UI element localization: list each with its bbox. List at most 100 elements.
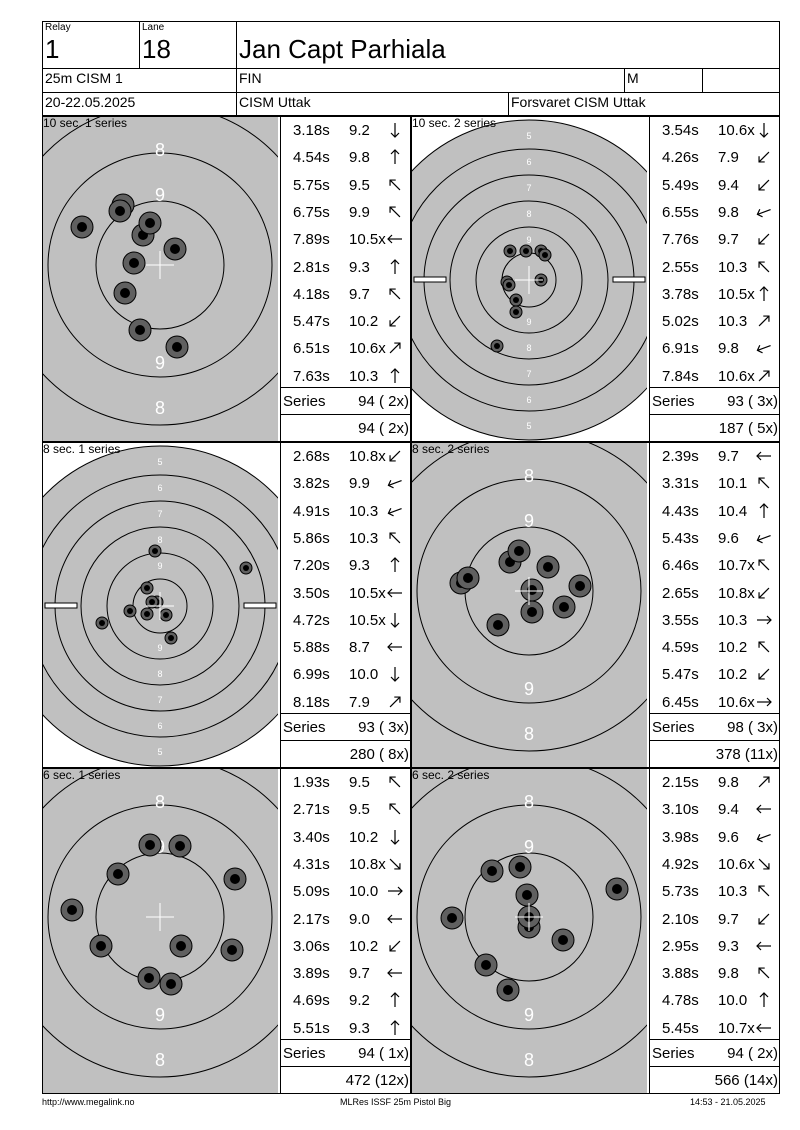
shot-hit	[140, 607, 154, 621]
shot-row: 3.40s 10.2	[281, 824, 411, 851]
direction-arrow-icon	[758, 179, 770, 191]
ring-number: 7	[157, 509, 162, 519]
shot-time: 5.09s	[293, 883, 330, 901]
target-svg: 5 6 7 8 9 9 8 7 6 5	[412, 117, 647, 441]
shot-score: 10.4	[718, 502, 748, 520]
running-total: 566 (14x)	[650, 1066, 780, 1093]
shot-row: 2.71s 9.5	[281, 796, 411, 823]
direction-arrow-icon	[389, 450, 401, 462]
shot-row: 3.88s 9.8	[650, 960, 780, 987]
shot-score: 10.2	[349, 828, 379, 846]
direction-arrow-icon	[758, 370, 770, 382]
direction-arrow-icon	[759, 502, 769, 518]
direction-arrow-icon	[389, 179, 401, 190]
series-title: 10 sec. 1 series	[43, 117, 128, 130]
direction-arrow-icon	[756, 941, 771, 951]
shot-row: 6.51s 10.6x	[281, 335, 411, 362]
shot-time: 2.17s	[293, 910, 330, 928]
shot-row: 4.91s 10.3	[281, 498, 411, 525]
direction-arrow-icon	[390, 667, 400, 683]
score-ring	[475, 226, 583, 334]
shot-row: 7.76s 9.7	[650, 226, 780, 253]
shot-row: 2.15s 9.8	[650, 769, 780, 796]
gender: M	[625, 69, 703, 93]
shot-row: 3.89s 9.7	[281, 960, 411, 987]
shot-row: 6.45s 10.6x	[650, 689, 780, 716]
shot-row: 6.46s 10.7x	[650, 552, 780, 579]
shot-row: 2.68s 10.8x	[281, 443, 411, 470]
series-label: Series	[652, 393, 695, 410]
ring-number: 8	[155, 140, 165, 160]
ring-number: 8	[524, 466, 534, 486]
shot-hit	[490, 339, 504, 353]
shot-time: 4.31s	[293, 855, 330, 873]
shot-score: 10.8x	[718, 584, 755, 602]
ring-number: 8	[524, 792, 534, 812]
series-label: Series	[652, 1045, 695, 1062]
shot-row: 7.84s 10.6x	[650, 363, 780, 390]
direction-arrow-icon	[390, 1019, 400, 1035]
series-subtotal: Series 94 ( 2x)	[281, 387, 411, 414]
shot-time: 1.93s	[293, 774, 330, 791]
shot-score: 9.0	[349, 910, 370, 928]
shot-row: 3.31s 10.1	[650, 470, 780, 497]
shot-list: 1.93s 9.5 2.71s 9.5 3.40s 10.2 4.31s 10.8x 5.09s…	[280, 769, 411, 1093]
series-panel: 8 9 9 8 10 sec. 1 series 3.18s 9.2 4.54s 9.8 5.75…	[42, 116, 411, 442]
shot-time: 4.43s	[662, 502, 699, 520]
score-ring	[80, 526, 240, 686]
ring-number: 9	[155, 353, 165, 373]
ring-number: 9	[526, 317, 531, 327]
direction-arrow-icon	[758, 233, 770, 245]
ring-number: 9	[524, 1005, 534, 1025]
shot-row: 3.18s 9.2	[281, 117, 411, 144]
shot-time: 3.06s	[293, 937, 330, 955]
ring-number: 8	[526, 343, 531, 353]
ring-number: 7	[157, 695, 162, 705]
shot-score: 10.5x	[718, 285, 755, 303]
side-marker	[612, 276, 646, 283]
shot-row: 2.55s 10.3	[650, 254, 780, 281]
shot-score: 9.8	[718, 340, 739, 358]
shot-hit	[165, 335, 189, 359]
shot-row: 3.55s 10.3	[650, 607, 780, 634]
total-score: 472 (12x)	[345, 1072, 409, 1089]
score-ring	[43, 769, 278, 1078]
shot-score: 9.3	[349, 1019, 370, 1037]
shot-score: 9.3	[349, 258, 370, 276]
direction-arrow-icon	[390, 149, 400, 165]
score-ring	[416, 478, 642, 704]
ring-number: 5	[157, 747, 162, 757]
shot-hit	[159, 608, 173, 622]
series-subtotal: Series 98 ( 3x)	[650, 713, 780, 740]
shot-score: 9.5	[349, 801, 370, 819]
shot-score: 10.5x	[349, 231, 386, 249]
shot-time: 6.55s	[662, 203, 699, 221]
direction-arrow-icon	[759, 285, 769, 301]
running-total: 378 (11x)	[650, 740, 780, 767]
side-marker	[413, 276, 447, 283]
series-subtotal: Series 93 ( 3x)	[281, 713, 411, 740]
shot-time: 3.82s	[293, 475, 330, 493]
ring-number: 9	[155, 185, 165, 205]
shot-time: 4.18s	[293, 285, 330, 303]
score-ring	[47, 804, 273, 1030]
shot-hit	[508, 855, 532, 879]
direction-arrow-icon	[758, 151, 770, 163]
shot-score: 7.9	[349, 693, 370, 711]
shot-score: 9.3	[349, 557, 370, 575]
target-area: 5 6 7 8 9 9 8 7 6 5 8 sec. 1 series	[43, 443, 278, 767]
shot-row: 2.65s 10.8x	[650, 580, 780, 607]
shot-time: 3.54s	[662, 122, 699, 139]
shot-hit	[486, 613, 510, 637]
shot-time: 6.51s	[293, 340, 330, 358]
shot-score: 10.8x	[349, 448, 386, 465]
shot-score: 9.2	[349, 992, 370, 1010]
shot-row: 8.18s 7.9	[281, 689, 411, 716]
shot-score: 9.4	[718, 801, 739, 819]
ring-number: 8	[524, 1050, 534, 1070]
total-score: 378 (11x)	[715, 746, 778, 763]
shot-row: 6.55s 9.8	[650, 199, 780, 226]
direction-arrow-icon	[758, 669, 770, 680]
shot-hit	[95, 616, 109, 630]
